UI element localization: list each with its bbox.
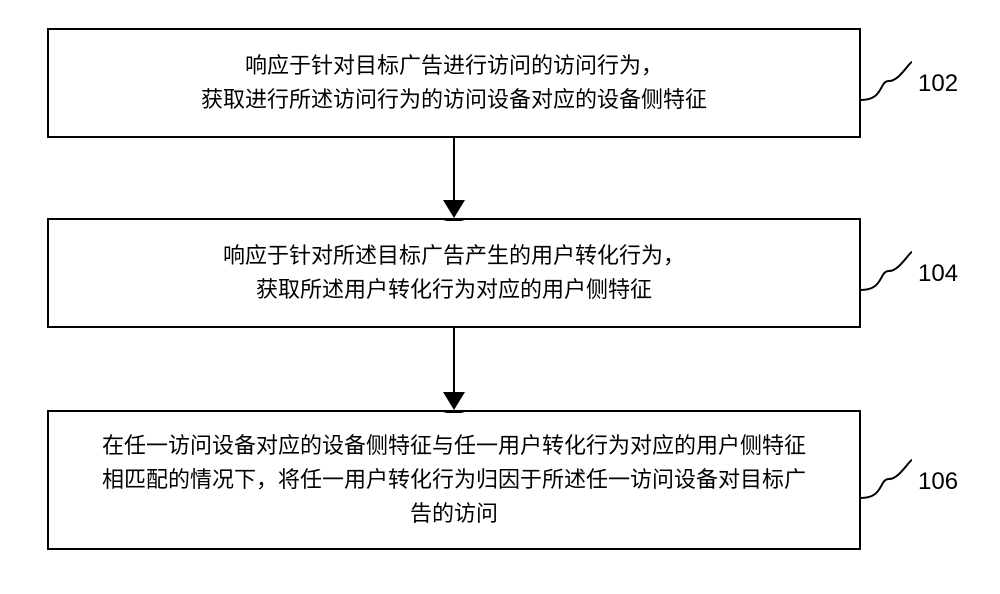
flow-step-3-line-3: 告的访问 bbox=[410, 497, 498, 531]
step-number-3: 106 bbox=[918, 468, 958, 496]
connector-2 bbox=[859, 250, 920, 292]
flow-step-2-line-2: 获取所述用户转化行为对应的用户侧特征 bbox=[256, 273, 652, 307]
flow-step-1: 响应于针对目标广告进行访问的访问行为，获取进行所述访问行为的访问设备对应的设备侧… bbox=[47, 28, 861, 138]
connector-3 bbox=[859, 458, 920, 500]
step-number-1: 102 bbox=[918, 70, 958, 98]
flow-step-2-line-1: 响应于针对所述目标广告产生的用户转化行为， bbox=[223, 239, 685, 273]
flow-step-1-line-2: 获取进行所述访问行为的访问设备对应的设备侧特征 bbox=[201, 83, 707, 117]
flow-step-3-line-1: 在任一访问设备对应的设备侧特征与任一用户转化行为对应的用户侧特征 bbox=[102, 429, 806, 463]
arrow-1-shaft bbox=[453, 138, 455, 200]
arrow-1-head bbox=[443, 200, 465, 221]
flow-step-1-line-1: 响应于针对目标广告进行访问的访问行为， bbox=[245, 49, 663, 83]
flow-step-3-line-2: 相匹配的情况下，将任一用户转化行为归因于所述任一访问设备对目标广 bbox=[102, 463, 806, 497]
flow-step-3: 在任一访问设备对应的设备侧特征与任一用户转化行为对应的用户侧特征相匹配的情况下，… bbox=[47, 410, 861, 550]
flowchart-canvas: 响应于针对目标广告进行访问的访问行为，获取进行所述访问行为的访问设备对应的设备侧… bbox=[0, 0, 1000, 594]
arrow-2-shaft bbox=[453, 328, 455, 392]
arrow-2-head bbox=[443, 392, 465, 413]
connector-1 bbox=[859, 60, 920, 102]
step-number-2: 104 bbox=[918, 260, 958, 288]
flow-step-2: 响应于针对所述目标广告产生的用户转化行为，获取所述用户转化行为对应的用户侧特征 bbox=[47, 218, 861, 328]
